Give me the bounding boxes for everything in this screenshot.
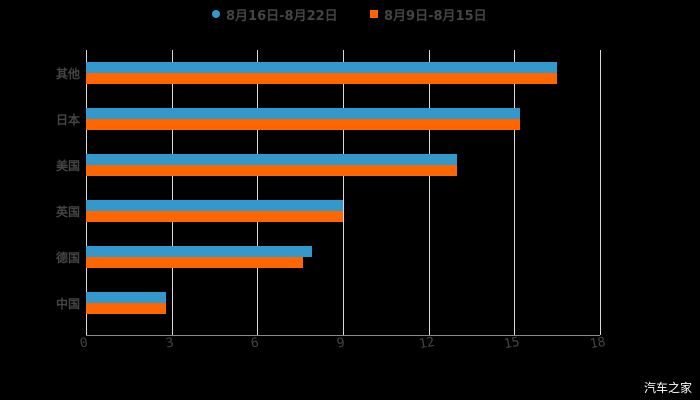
y-category-label: 其他 [55, 67, 80, 81]
legend-label: 8月9日-8月15日 [384, 8, 487, 24]
y-category-label: 中国 [55, 297, 80, 311]
bar-series-2[interactable] [86, 303, 166, 314]
x-tick-label: 6 [249, 335, 261, 352]
x-tick-label: 12 [417, 334, 436, 353]
legend-item-series-2[interactable]: 8月9日-8月15日 [370, 4, 487, 24]
axis-tick [257, 326, 258, 335]
y-category-label: 日本 [55, 113, 80, 127]
axis-tick [343, 326, 344, 335]
gridline [600, 50, 601, 326]
gridline [172, 50, 173, 326]
bar-series-1[interactable] [86, 292, 166, 303]
axis-tick [514, 326, 515, 335]
bar-series-2[interactable] [86, 211, 343, 222]
watermark: 汽车之家 [643, 381, 692, 395]
gridline [514, 50, 515, 326]
x-tick-label: 15 [502, 334, 521, 353]
bar-series-1[interactable] [86, 62, 558, 73]
gridline [343, 50, 344, 326]
axis-tick [600, 326, 601, 335]
square-marker-icon [370, 10, 378, 18]
gridline [257, 50, 258, 326]
axis-tick [172, 326, 173, 335]
circle-marker-icon [212, 10, 220, 18]
x-tick-label: 0 [78, 335, 90, 352]
bar-series-2[interactable] [86, 73, 558, 84]
gridline [429, 50, 430, 326]
bar-series-1[interactable] [86, 154, 458, 165]
x-tick-label: 3 [164, 335, 176, 352]
x-tick-label: 9 [335, 335, 347, 352]
y-category-label: 英国 [55, 205, 80, 219]
axis-tick [429, 326, 430, 335]
bar-series-1[interactable] [86, 200, 343, 211]
chart-legend: 8月16日-8月22日 8月9日-8月15日 [0, 4, 700, 24]
y-category-label: 美国 [55, 159, 80, 173]
axis-tick [86, 326, 87, 335]
legend-label: 8月16日-8月22日 [226, 8, 338, 24]
x-tick-label: 18 [588, 334, 607, 353]
legend-item-series-1[interactable]: 8月16日-8月22日 [212, 4, 338, 24]
bar-series-1[interactable] [86, 108, 521, 119]
bar-series-2[interactable] [86, 119, 521, 130]
y-category-label: 德国 [55, 251, 80, 265]
bar-series-1[interactable] [86, 246, 312, 257]
bar-series-2[interactable] [86, 165, 458, 176]
x-axis-line [86, 335, 600, 336]
bar-series-2[interactable] [86, 257, 304, 268]
gridline [86, 50, 87, 326]
